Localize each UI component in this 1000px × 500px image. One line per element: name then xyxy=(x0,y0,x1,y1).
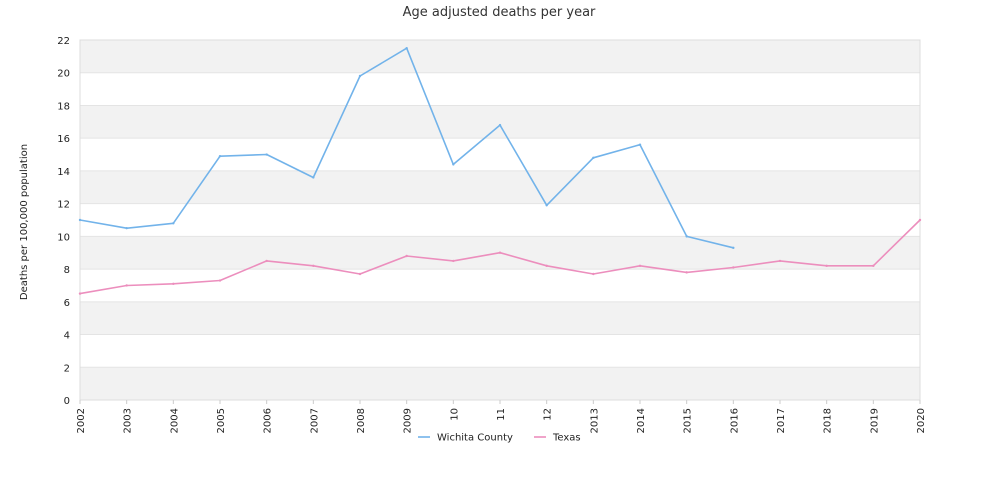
legend-label: Texas xyxy=(552,433,581,444)
chart-title: Age adjusted deaths per year xyxy=(403,5,596,20)
legend-item-texas[interactable]: Texas xyxy=(534,433,581,444)
data-point xyxy=(592,272,595,276)
data-point xyxy=(452,259,455,263)
data-point xyxy=(638,143,642,146)
x-tick-label: 2007 xyxy=(309,408,320,433)
grid-bands xyxy=(80,40,920,400)
data-point xyxy=(358,272,362,276)
data-point xyxy=(732,246,735,250)
data-point xyxy=(545,264,548,268)
data-point xyxy=(312,264,315,268)
grid-lines xyxy=(80,39,920,401)
data-point xyxy=(498,251,502,254)
grid-band xyxy=(80,105,920,139)
data-point xyxy=(498,123,502,127)
x-tick-label: 2020 xyxy=(916,408,927,433)
data-point xyxy=(265,259,268,263)
data-point xyxy=(172,222,175,225)
data-point xyxy=(405,46,408,50)
data-point xyxy=(545,204,548,207)
data-point xyxy=(125,284,128,287)
y-tick-label: 16 xyxy=(57,134,70,145)
y-axis-ticks: 0 2 4 6 8 10 12 14 16 18 20 22 xyxy=(57,36,70,407)
x-tick-label: 12 xyxy=(543,408,554,421)
series-line-wichita-county xyxy=(79,47,734,249)
grid-band xyxy=(80,367,920,400)
y-tick-label: 18 xyxy=(57,101,70,112)
legend-item-wichita-county[interactable]: Wichita County xyxy=(418,433,513,444)
x-tick-label: 2006 xyxy=(263,408,274,433)
plot-area-border xyxy=(79,39,921,401)
x-tick-label: 2017 xyxy=(776,408,787,433)
y-tick-label: 4 xyxy=(64,331,70,342)
x-tick-label: 2013 xyxy=(589,408,600,433)
data-point xyxy=(125,226,128,230)
grid-band xyxy=(80,301,920,335)
grid-band xyxy=(80,170,920,204)
x-tick-label: 2004 xyxy=(169,408,180,433)
y-tick-label: 10 xyxy=(57,232,70,243)
data-point xyxy=(638,264,642,268)
y-tick-label: 20 xyxy=(57,69,70,80)
y-tick-label: 0 xyxy=(64,396,70,407)
y-tick-label: 6 xyxy=(64,298,70,309)
data-point xyxy=(78,218,82,222)
x-tick-label: 2014 xyxy=(636,408,647,433)
x-tick-label: 2002 xyxy=(76,408,87,433)
data-point xyxy=(778,259,782,263)
data-point xyxy=(732,266,735,269)
data-point xyxy=(405,254,408,258)
data-point xyxy=(358,74,362,78)
y-axis-label: Deaths per 100,000 population xyxy=(19,144,30,300)
legend-label: Wichita County xyxy=(437,433,513,444)
data-point xyxy=(918,218,922,222)
x-tick-label: 2019 xyxy=(869,408,880,433)
x-tick-label: 11 xyxy=(496,408,507,421)
y-tick-label: 8 xyxy=(64,265,70,276)
data-point xyxy=(685,271,688,274)
y-tick-label: 14 xyxy=(57,167,70,178)
x-axis-ticks: 2002 2003 2004 2005 2006 2007 2008 2009 10 11 12 20… xyxy=(76,400,927,433)
x-tick-label: 2003 xyxy=(123,408,134,433)
x-tick-label: 2015 xyxy=(683,408,694,433)
series-layer xyxy=(78,46,922,295)
y-tick-label: 22 xyxy=(57,36,70,47)
data-point xyxy=(872,264,875,268)
data-point xyxy=(172,282,175,286)
y-tick-label: 12 xyxy=(57,200,70,211)
data-point xyxy=(312,176,315,179)
data-point xyxy=(452,163,455,166)
x-tick-label: 2016 xyxy=(729,408,740,433)
data-point xyxy=(592,156,595,160)
y-tick-label: 2 xyxy=(64,363,70,374)
data-point xyxy=(685,235,688,238)
x-tick-label: 2018 xyxy=(823,408,834,433)
x-tick-label: 2005 xyxy=(216,408,227,433)
x-tick-label: 2008 xyxy=(356,408,367,433)
data-point xyxy=(825,264,828,268)
legend: Wichita County Texas xyxy=(418,433,581,444)
x-tick-label: 10 xyxy=(449,408,460,421)
data-point xyxy=(265,153,268,156)
data-point xyxy=(78,292,82,295)
data-point xyxy=(218,154,222,158)
data-point xyxy=(218,279,222,282)
grid-band xyxy=(80,40,920,73)
x-tick-label: 2009 xyxy=(403,408,414,433)
